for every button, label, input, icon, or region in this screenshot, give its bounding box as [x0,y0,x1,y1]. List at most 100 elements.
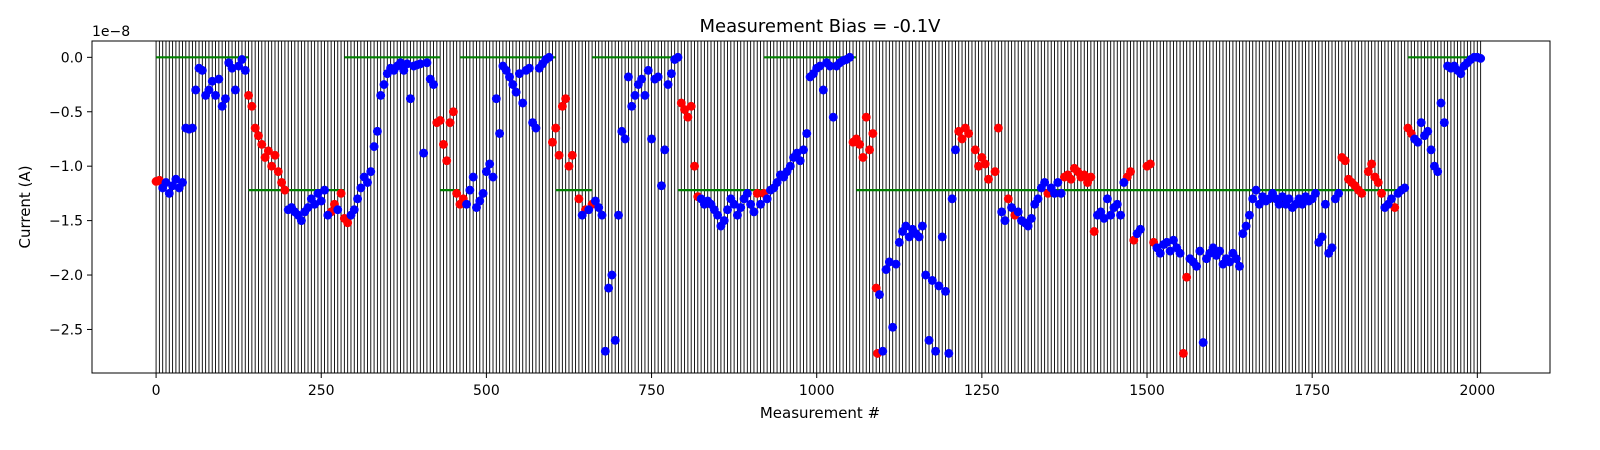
red-point-35 [567,150,577,160]
blue-point-128 [723,205,732,215]
blue-point-202 [1053,178,1063,187]
blue-point-240 [1241,221,1251,231]
blue-point-155 [818,85,828,95]
blue-point-149 [799,145,808,155]
blue-point-189 [1000,216,1010,226]
blue-point-211 [1116,210,1126,220]
red-point-95 [1363,167,1373,177]
y-tick-label-0: 0.0 [61,50,83,66]
red-point-25 [448,107,458,117]
red-point-52 [865,145,875,155]
blue-point-203 [1056,188,1066,198]
blue-point-87 [531,123,541,133]
blue-point-266 [1327,243,1337,253]
red-point-65 [990,167,1000,177]
blue-point-19 [220,94,230,104]
plot-frame [91,40,1551,374]
blue-point-113 [653,72,663,82]
blue-point-194 [1023,221,1033,231]
blue-point-67 [465,185,475,195]
y-tick-label-5: −2.5 [49,322,83,338]
blue-point-186 [947,194,957,204]
x-axis-label: Measurement # [760,404,880,422]
blue-point-163 [845,52,855,62]
blue-point-279 [1423,126,1433,136]
blue-point-132 [736,203,746,212]
blue-point-9 [187,123,197,133]
red-point-14 [280,185,290,195]
red-point-43 [690,161,699,171]
blue-point-220 [1168,235,1178,245]
blue-point-97 [600,346,610,356]
blue-point-65 [429,80,438,89]
red-point-7 [257,139,267,149]
blue-point-187 [950,145,960,155]
blue-point-226 [1195,246,1205,256]
red-point-98 [1373,178,1383,187]
blue-point-119 [673,52,683,62]
blue-point-63 [422,58,432,68]
blue-point-176 [914,232,924,242]
blue-point-195 [1026,213,1036,223]
blue-point-45 [363,178,372,187]
blue-point-197 [1033,194,1043,204]
blue-point-50 [379,80,389,89]
blue-point-102 [617,126,627,136]
x-tick-label-0: 0 [152,383,161,399]
blue-point-43 [356,183,366,193]
blue-point-150 [802,129,812,138]
red-point-12 [273,167,283,177]
red-point-50 [858,153,868,162]
red-point-4 [247,101,257,111]
blue-point-178 [921,270,931,280]
red-point-3 [244,90,254,100]
x-tick-label-5: 1250 [964,383,1000,399]
red-point-94 [1357,188,1367,198]
blue-point-75 [491,94,501,104]
blue-point-38 [323,210,333,220]
blue-point-239 [1238,229,1248,239]
blue-point-208 [1106,210,1116,220]
red-point-9 [263,146,273,156]
blue-point-127 [719,216,729,226]
blue-point-222 [1175,248,1185,258]
blue-point-225 [1192,261,1202,271]
red-point-21 [435,116,445,125]
blue-point-116 [663,80,673,89]
blue-point-264 [1320,199,1330,209]
y-tick-label-4: −2.0 [49,268,83,284]
blue-point-241 [1244,210,1254,220]
blue-point-37 [320,185,329,195]
red-point-17 [336,188,346,198]
blue-point-141 [772,178,782,187]
blue-point-42 [353,194,363,204]
blue-point-261 [1311,188,1320,198]
blue-point-148 [795,156,805,166]
blue-point-80 [508,80,518,89]
plot-area [151,41,1486,373]
blue-point-212 [1119,178,1129,187]
red-point-11 [270,150,280,160]
blue-point-184 [941,286,950,296]
blue-point-271 [1387,194,1396,204]
red-point-41 [683,112,693,122]
blue-point-85 [524,63,534,73]
blue-point-25 [240,65,250,75]
blue-point-111 [647,134,656,144]
blue-point-238 [1235,261,1244,271]
blue-point-134 [742,188,752,198]
red-point-86 [1178,348,1188,358]
blue-point-214 [1135,224,1145,234]
blue-point-168 [888,322,898,332]
y-tick-label-1: −0.5 [49,105,83,121]
x-tick-label-2: 500 [473,383,500,399]
red-point-99 [1377,188,1386,198]
blue-point-109 [640,90,650,100]
blue-point-79 [505,72,514,82]
blue-point-83 [518,98,528,108]
blue-point-92 [577,210,587,220]
blue-point-135 [746,199,756,209]
blue-point-199 [1040,178,1050,187]
blue-point-18 [217,101,227,111]
